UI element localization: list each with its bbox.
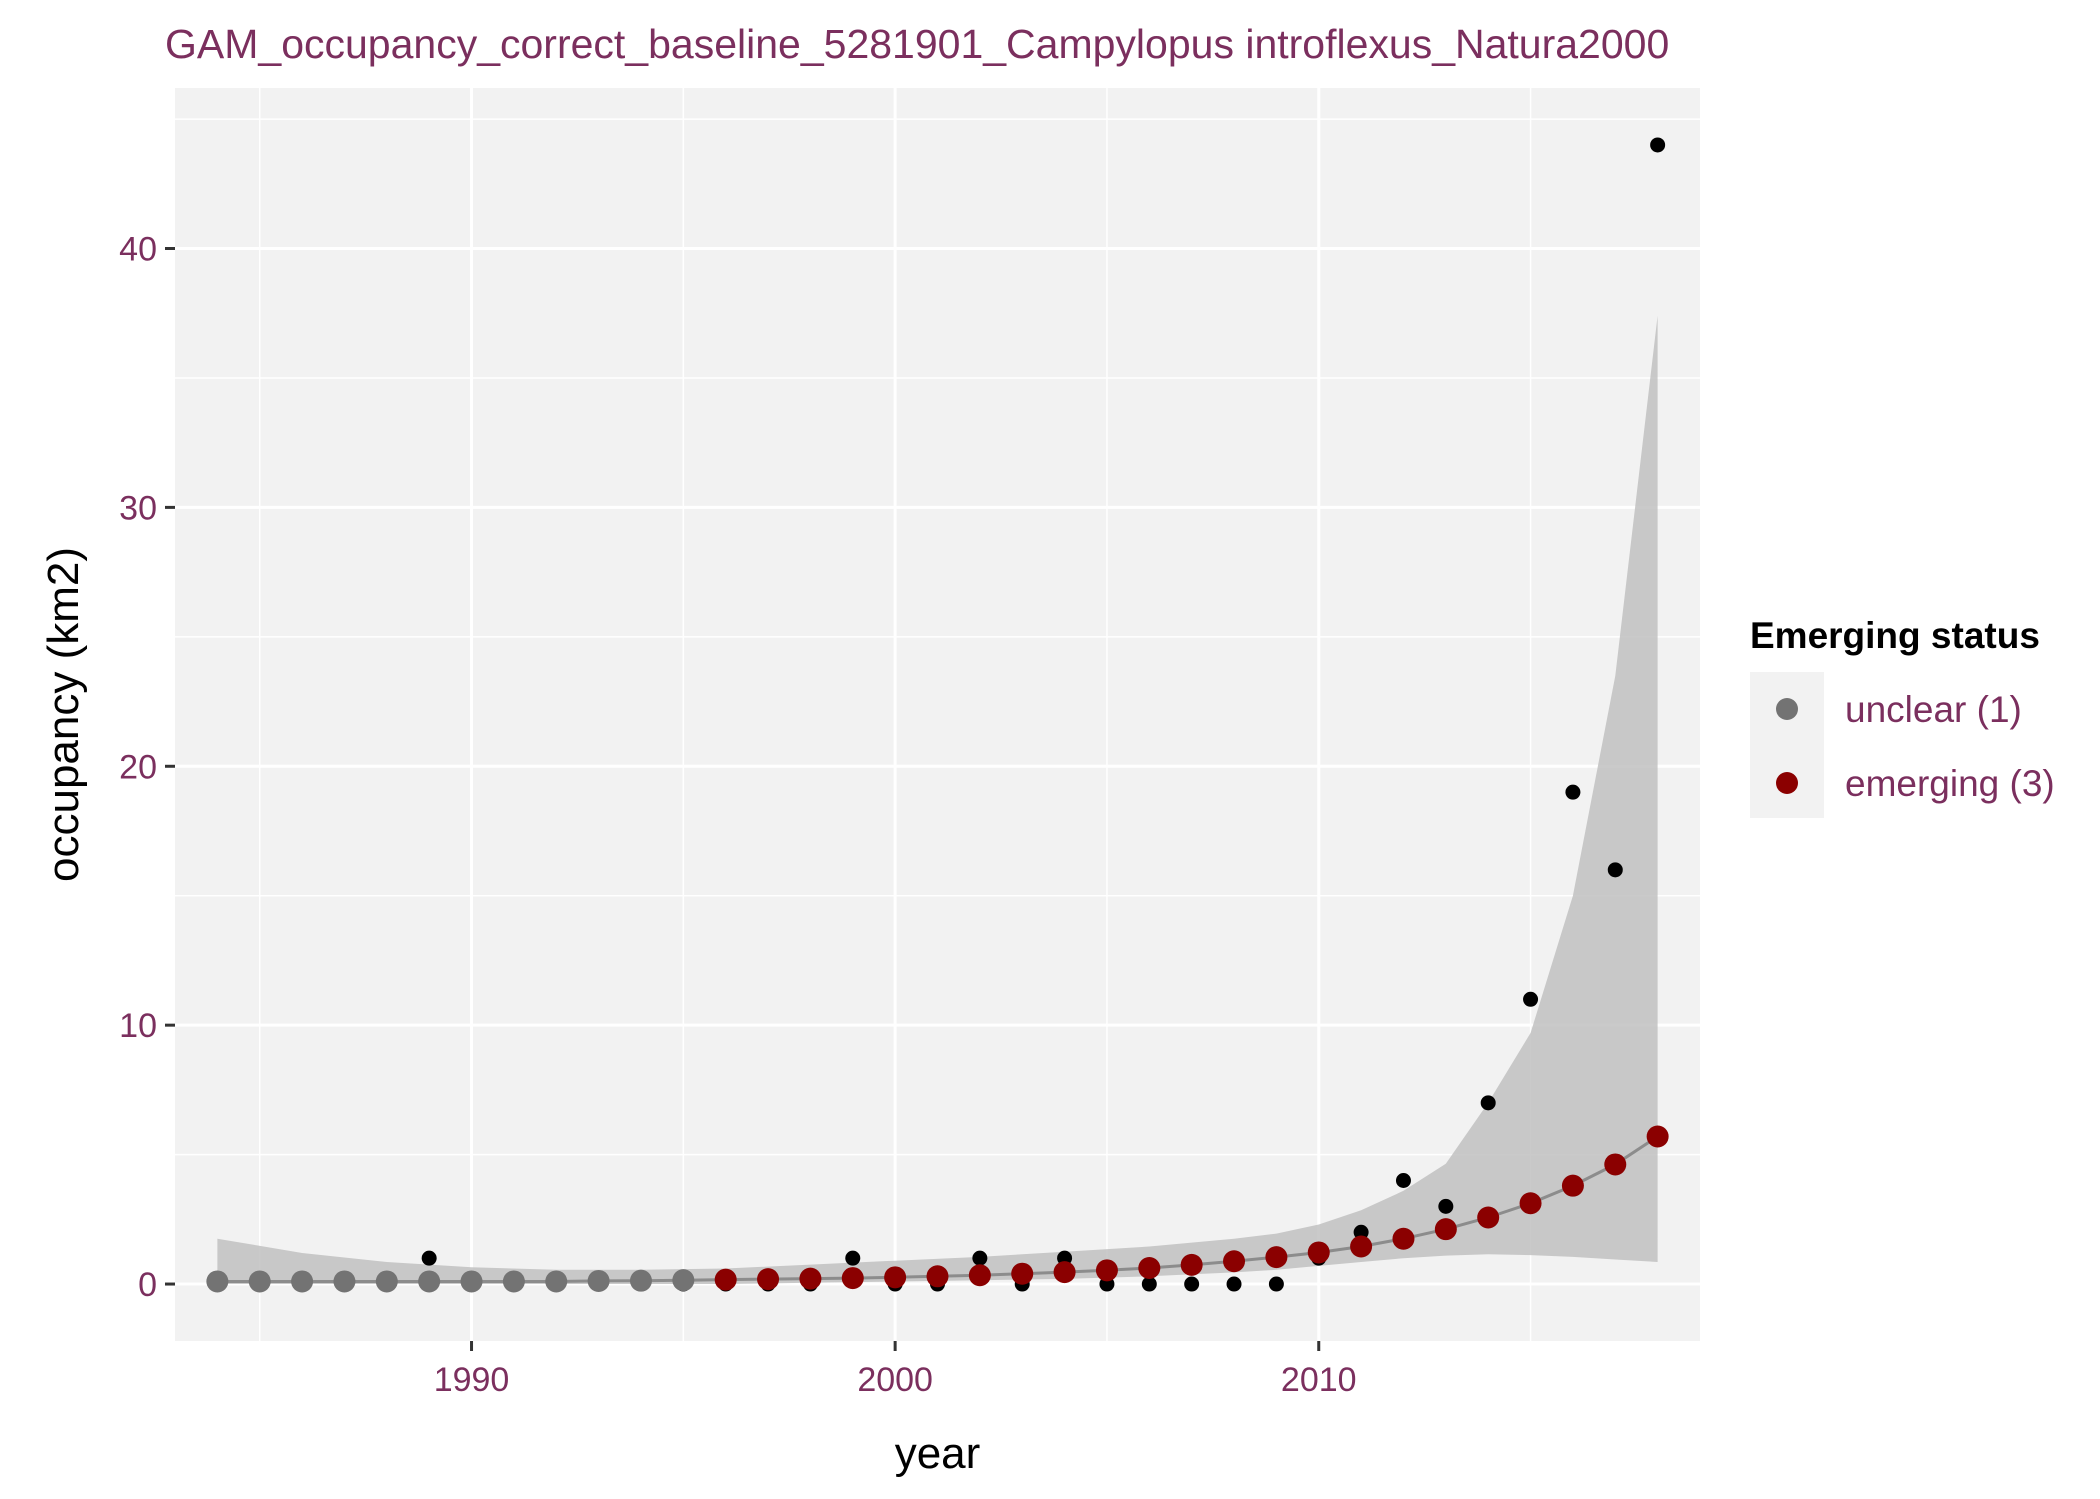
fitted-point-emerging: [1604, 1153, 1627, 1176]
legend-key-emerging: [1776, 772, 1798, 794]
fitted-point-unclear: [418, 1270, 441, 1293]
observed-point: [1607, 862, 1623, 878]
fitted-point-unclear: [545, 1270, 568, 1293]
legend-title: Emerging status: [1750, 615, 2040, 656]
y-axis-title: occupancy (km2): [39, 547, 88, 882]
fitted-point-emerging: [757, 1268, 780, 1291]
fitted-point-emerging: [841, 1267, 864, 1290]
fitted-point-unclear: [333, 1270, 356, 1293]
y-axis: 0 10 20 30 40: [119, 231, 175, 1304]
fitted-point-emerging: [1180, 1253, 1203, 1276]
x-axis: 1990 2000 2010: [434, 1341, 1357, 1399]
legend: Emerging status unclear (1) emerging (3): [1750, 615, 2055, 818]
observed-point: [421, 1250, 437, 1266]
fitted-point-emerging: [799, 1267, 822, 1290]
observed-point: [1141, 1276, 1157, 1292]
fitted-point-emerging: [1307, 1241, 1330, 1264]
observed-point: [1523, 991, 1539, 1007]
y-tick-label: 30: [119, 489, 157, 527]
confidence-band: [217, 315, 1658, 1284]
observed-point: [1438, 1198, 1454, 1214]
observed-point: [972, 1250, 988, 1266]
observed-point: [1480, 1095, 1496, 1111]
y-tick-label: 20: [119, 748, 157, 786]
fitted-point-emerging: [1434, 1218, 1457, 1241]
observed-point: [1184, 1276, 1200, 1292]
fitted-point-unclear: [375, 1270, 398, 1293]
fitted-point-unclear: [587, 1269, 610, 1292]
y-tick-label: 10: [119, 1007, 157, 1045]
chart-title: GAM_occupancy_correct_baseline_5281901_C…: [165, 21, 1669, 67]
fitted-point-emerging: [1392, 1227, 1415, 1250]
fitted-point-emerging: [926, 1265, 949, 1288]
observed-point: [845, 1250, 861, 1266]
observed-point: [1353, 1224, 1369, 1240]
observed-point: [1650, 137, 1666, 153]
fitted-point-emerging: [1350, 1235, 1373, 1258]
x-tick-label: 2000: [857, 1361, 933, 1399]
fitted-point-emerging: [1646, 1125, 1669, 1148]
fitted-point-emerging: [1561, 1174, 1584, 1197]
x-tick-label: 2010: [1281, 1361, 1357, 1399]
fitted-point-unclear: [460, 1270, 483, 1293]
fitted-point-emerging: [1011, 1262, 1034, 1285]
legend-key-background: [1750, 672, 1824, 818]
fitted-point-emerging: [1095, 1259, 1118, 1282]
fitted-point-emerging: [884, 1266, 907, 1289]
fitted-point-unclear: [206, 1270, 229, 1293]
fitted-point-unclear: [291, 1270, 314, 1293]
legend-label-unclear: unclear (1): [1845, 689, 2022, 730]
x-axis-title: year: [895, 1429, 981, 1478]
fitted-point-emerging: [1223, 1250, 1246, 1273]
fitted-point-emerging: [1138, 1256, 1161, 1279]
fitted-point-emerging: [1519, 1192, 1542, 1215]
fitted-point-emerging: [1265, 1246, 1288, 1269]
observed-point: [1565, 784, 1581, 800]
grid-major: [175, 88, 1700, 1341]
observed-point: [1395, 1172, 1411, 1188]
fitted-point-unclear: [502, 1270, 525, 1293]
legend-key-unclear: [1776, 698, 1798, 720]
fitted-point-unclear: [248, 1270, 271, 1293]
fitted-point-emerging: [714, 1268, 737, 1291]
x-tick-label: 1990: [434, 1361, 510, 1399]
grid-minor: [175, 88, 1700, 1341]
fitted-point-unclear: [672, 1269, 695, 1292]
fitted-points: [206, 1125, 1669, 1293]
observed-point: [1226, 1276, 1242, 1292]
fitted-point-unclear: [629, 1269, 652, 1292]
observed-point: [1268, 1276, 1284, 1292]
fitted-point-emerging: [1053, 1261, 1076, 1284]
y-tick-label: 40: [119, 231, 157, 269]
fitted-point-emerging: [968, 1264, 991, 1287]
fitted-point-emerging: [1477, 1206, 1500, 1229]
plot-panel: [175, 88, 1700, 1341]
y-tick-label: 0: [138, 1266, 157, 1304]
legend-label-emerging: emerging (3): [1845, 763, 2055, 804]
